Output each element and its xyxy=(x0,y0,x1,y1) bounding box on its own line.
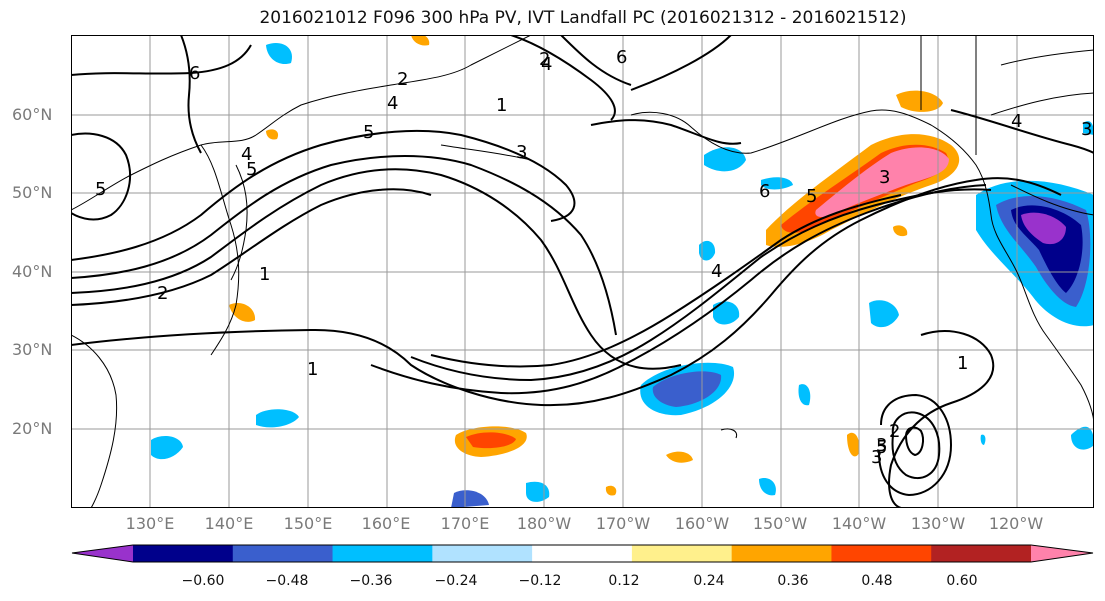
colorbar-tick-label: 0.12 xyxy=(608,573,640,589)
contour-label: 1 xyxy=(259,264,270,285)
contour-label: 5 xyxy=(95,179,106,200)
lon-label: 170°W xyxy=(595,514,651,533)
contour-label: 3 xyxy=(516,142,527,163)
lat-label: 60°N xyxy=(12,105,53,124)
contour-label: 4 xyxy=(711,261,722,282)
colorbar-extend-min xyxy=(72,545,133,562)
colorbar-tick-label: −0.60 xyxy=(181,573,225,589)
contour-label: 2 xyxy=(157,283,168,304)
pv-shading-negative xyxy=(151,43,1094,508)
lon-label: 140°E xyxy=(204,514,254,533)
contour-label: 2 xyxy=(889,421,900,442)
contour-label: 2 xyxy=(539,49,550,70)
colorbar-tick-label: 0.48 xyxy=(861,573,893,589)
colorbar-tick-label: −0.36 xyxy=(349,573,393,589)
lon-label: 160°E xyxy=(361,514,411,533)
colorbar-extend-max xyxy=(1031,545,1093,562)
colorbar-segment xyxy=(432,545,533,562)
coastlines xyxy=(71,35,1094,508)
colorbar-segment xyxy=(532,545,633,562)
colorbar-segment xyxy=(631,545,733,562)
lon-label: 160°W xyxy=(674,514,730,533)
contour-labels: 6 5 2 1 5 4 3 2 1 4 5 6 3 1 2 1 3 2 4 3 … xyxy=(95,47,1092,468)
lon-label: 130°E xyxy=(125,514,175,533)
map-panel: 6 5 2 1 5 4 3 2 1 4 5 6 3 1 2 1 3 2 4 3 … xyxy=(71,35,1094,508)
contour-label: 3 xyxy=(871,447,882,468)
colorbar-tick-label: −0.12 xyxy=(518,573,562,589)
contour-label: 5 xyxy=(246,159,257,180)
contour-label: 5 xyxy=(876,437,887,458)
contour-label: 4 xyxy=(1011,111,1022,132)
lat-label: 50°N xyxy=(12,183,53,202)
contour-label: 4 xyxy=(387,93,398,114)
contour-label: 5 xyxy=(806,186,817,207)
lon-label: 120°W xyxy=(988,514,1044,533)
colorbar-segment xyxy=(133,545,234,562)
lon-label: 140°W xyxy=(831,514,887,533)
lon-label: 150°E xyxy=(283,514,333,533)
colorbar-outline xyxy=(71,544,1094,563)
colorbar-tick-label: −0.48 xyxy=(265,573,309,589)
colorbar-tick-label: 0.24 xyxy=(693,573,725,589)
pv-shading-positive xyxy=(229,35,960,496)
contour-label: 4 xyxy=(241,144,252,165)
colorbar-segment xyxy=(831,545,932,562)
lon-label: 180°W xyxy=(516,514,572,533)
contour-label: 5 xyxy=(363,122,374,143)
contour-label: 3 xyxy=(876,435,887,456)
contour-label: 3 xyxy=(1081,119,1092,140)
colorbar-tick-label: 0.36 xyxy=(777,573,809,589)
contour-label: 1 xyxy=(957,353,968,374)
lon-label: 170°E xyxy=(440,514,490,533)
contour-label: 2 xyxy=(397,69,408,90)
lat-label: 40°N xyxy=(12,262,53,281)
contour-label: 6 xyxy=(759,181,770,202)
lat-label: 30°N xyxy=(12,340,53,359)
lon-label: 130°W xyxy=(910,514,966,533)
contour-label: 1 xyxy=(307,359,318,380)
lon-label: 150°W xyxy=(752,514,808,533)
lat-label: 20°N xyxy=(12,419,53,438)
contour-label: 3 xyxy=(879,167,890,188)
colorbar-tick-label: 0.60 xyxy=(946,573,978,589)
colorbar-segment xyxy=(931,545,1032,562)
figure-title: 2016021012 F096 300 hPa PV, IVT Landfall… xyxy=(259,8,907,28)
contour-label: 4 xyxy=(541,54,552,75)
contour-label: 6 xyxy=(616,47,627,68)
colorbar-segment xyxy=(232,545,334,562)
colorbar-tick-label: −0.24 xyxy=(434,573,478,589)
colorbar-segment xyxy=(332,545,433,562)
pv-contours xyxy=(71,35,1094,508)
contour-label: 6 xyxy=(189,63,200,84)
colorbar xyxy=(71,544,1094,563)
contour-label: 1 xyxy=(496,95,507,116)
colorbar-segment xyxy=(731,545,832,562)
